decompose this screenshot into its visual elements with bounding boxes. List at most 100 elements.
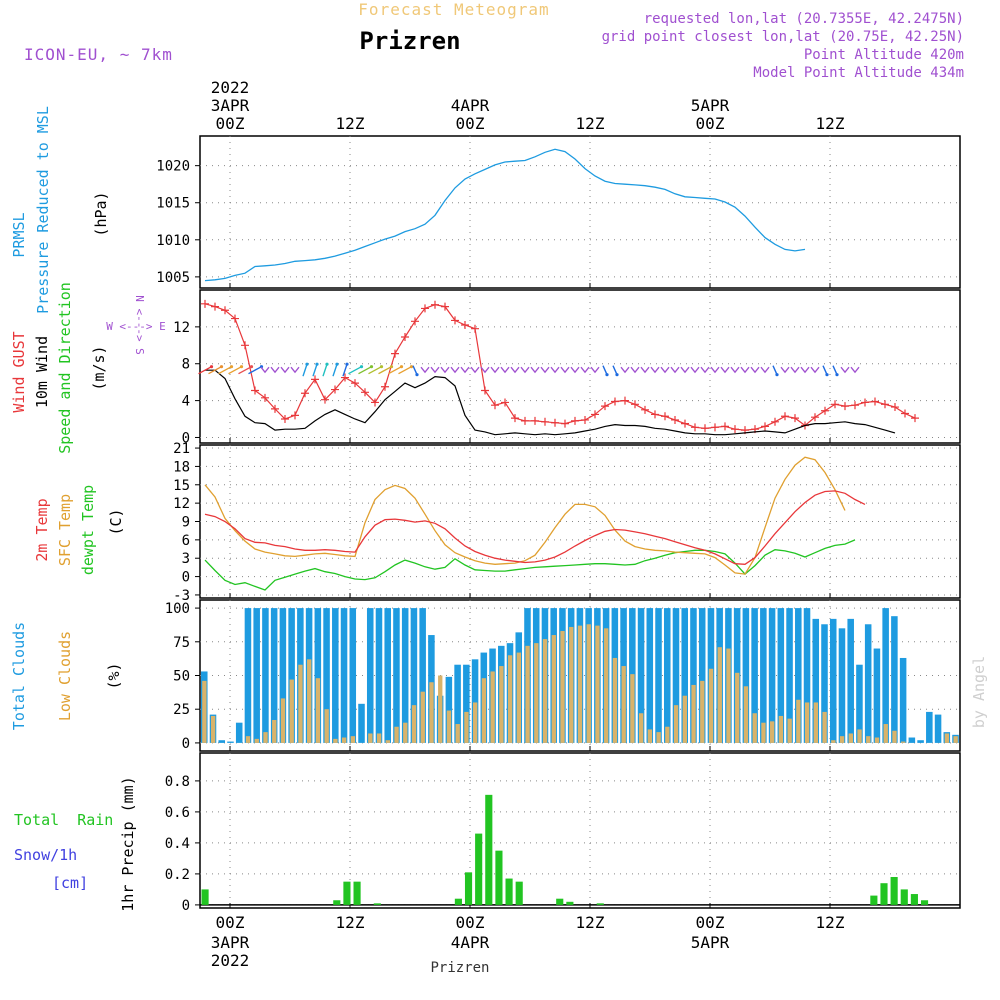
low-clouds-label: Low Clouds (56, 631, 74, 721)
total-clouds-bar (882, 608, 889, 743)
wind-direction-arrow (710, 366, 720, 374)
wind-direction-arrow (540, 366, 550, 374)
wind-direction-arrow (580, 366, 590, 374)
top-time-label: 2022 (211, 78, 250, 97)
wind-direction-arrow (590, 366, 600, 374)
low-clouds-bar (595, 625, 600, 743)
low-clouds-bar (560, 631, 565, 743)
gust-marker (211, 302, 219, 311)
low-clouds-bar (429, 682, 434, 743)
gust-marker (831, 400, 839, 409)
low-clouds-bar (612, 657, 618, 743)
wind-direction-arrow (440, 366, 450, 374)
temp-ytick-label: 6 (182, 533, 190, 549)
low-clouds-bar (761, 722, 766, 743)
point-altitude: Point Altitude 420m (804, 47, 964, 63)
pressure-msl-label: Pressure Reduced to MSL (34, 106, 52, 314)
total-clouds-bar (681, 608, 688, 743)
wind-direction-arrow (650, 366, 660, 374)
low-clouds-bar (778, 715, 784, 743)
wind-direction-arrow (312, 363, 318, 377)
wind-direction-arrow (332, 363, 338, 377)
wind-direction-arrow (740, 366, 750, 374)
total-clouds-bar (690, 608, 697, 743)
prmsl-line (204, 148, 806, 282)
low-clouds-bar (525, 645, 530, 743)
top-time-label: 5APR (691, 96, 730, 115)
gust-marker (511, 414, 519, 423)
wind-direction-arrow (430, 366, 440, 374)
wind-direction-arrow (218, 366, 232, 375)
low-clouds-bar (385, 740, 390, 743)
rain-bar (880, 883, 888, 905)
wind-direction-arrow (412, 365, 418, 375)
total-clouds-bar (777, 608, 785, 743)
bottom-time-label: 5APR (691, 933, 730, 952)
temp-labels: 2m Temp SFC Temp dewpt Temp (C) (33, 485, 125, 575)
pressure-labels: PRMSL Pressure Reduced to MSL (hPa) (10, 106, 110, 314)
dewpt-line (204, 539, 856, 591)
precip-panel: 0 0.2 0.4 0.6 0.8 (165, 752, 961, 914)
wind-direction-arrow (420, 366, 430, 374)
wind-direction-arrow (760, 366, 770, 374)
temp-dewpt-label: dewpt Temp (79, 485, 97, 575)
wind-direction-arrow (450, 366, 460, 374)
low-clouds-bar (831, 740, 836, 743)
total-clouds-label: Total Clouds (10, 622, 28, 730)
low-clouds-bar (411, 705, 417, 743)
wind-direction-arrow (290, 366, 300, 374)
wind-direction-arrow (800, 366, 810, 374)
total-clouds-bar (375, 608, 383, 743)
wind-ytick-label: 0 (182, 430, 190, 446)
total-clouds-bar (419, 608, 426, 743)
total-clouds-bar (821, 624, 828, 743)
wind-direction-arrow (720, 366, 730, 374)
pressure-panel: 1005 1010 1015 1020 (156, 135, 961, 289)
low-clouds-bar (638, 713, 644, 743)
compass-we: W <---> E (106, 320, 166, 333)
gust-marker (541, 417, 549, 426)
temp-ytick-label: 9 (182, 515, 190, 531)
gust-marker (411, 317, 419, 326)
wind-arrow-head (249, 365, 254, 369)
wind-direction-arrow (680, 366, 690, 374)
low-clouds-bar (804, 702, 810, 743)
low-clouds-bar (848, 733, 853, 743)
wind-direction-arrow (832, 365, 838, 375)
wind-direction-arrow (750, 366, 760, 374)
total-clouds-bar (760, 608, 767, 743)
top-time-label: 00Z (696, 114, 725, 133)
total-clouds-bar (401, 608, 409, 743)
low-clouds-bar (376, 733, 382, 743)
total-clouds-bar (410, 608, 418, 743)
total-clouds-bar (454, 664, 461, 743)
clouds-labels: Total Clouds Low Clouds (%) (10, 622, 123, 730)
gust-marker (581, 415, 589, 424)
wind-direction-arrow (270, 366, 280, 374)
wind-direction-arrow (772, 365, 778, 375)
low-clouds-bar (691, 684, 696, 743)
temp-2m-line (204, 490, 866, 565)
temp-ytick-label: -3 (173, 588, 190, 604)
gust-marker (561, 419, 569, 428)
low-clouds-bar (822, 711, 827, 743)
precip-unit: 1hr Precip (mm) (119, 776, 137, 911)
rain-bar (556, 898, 564, 905)
gust-marker (461, 321, 469, 330)
total-clouds-bar (358, 703, 365, 743)
low-clouds-bar (901, 741, 906, 743)
low-clouds-bar (953, 736, 958, 743)
total-clouds-bar (314, 608, 322, 743)
gust-marker (451, 316, 459, 325)
low-clouds-bar (507, 655, 513, 743)
pressure-ytick-label: 1020 (156, 159, 190, 175)
total-clouds-bar (698, 608, 706, 743)
low-clouds-bar (682, 695, 687, 743)
wind-direction-arrow (238, 366, 252, 375)
low-clouds-bar (280, 698, 286, 743)
low-clouds-bar (892, 730, 897, 743)
gridpoint-coords: grid point closest lon,lat (20.75E, 42.2… (602, 29, 964, 45)
low-clouds-bar (787, 718, 792, 743)
wind-direction-arrow (550, 366, 560, 374)
low-clouds-bar (665, 726, 670, 743)
